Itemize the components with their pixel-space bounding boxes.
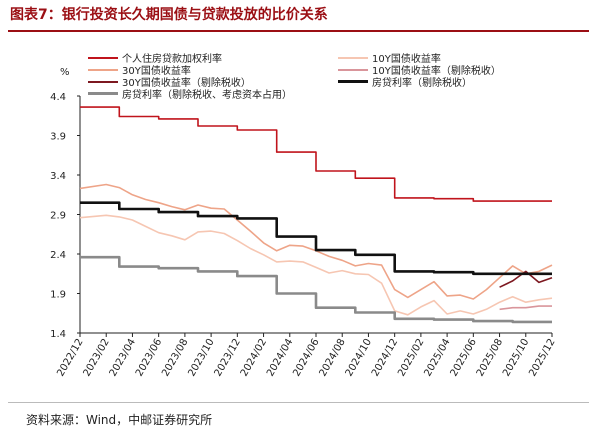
chart-title: 图表7：银行投资长久期国债与贷款投放的比价关系 (10, 7, 328, 23)
legend-swatch-4 (88, 80, 118, 83)
series-line-0 (80, 106, 552, 202)
legend-item-0: 个人住房贷款加权利率 (88, 50, 222, 65)
y-tick-label: 3.4 (50, 171, 66, 182)
line-chart: 4.43.93.42.92.41.91.42022/122023/022023/… (50, 92, 558, 378)
legend-item-1: 10Y国债收益率 (338, 50, 441, 65)
legend-item-3: 10Y国债收益率（剔除税收） (338, 62, 501, 77)
legend-item-5: 房贷利率（剔除税收） (338, 74, 472, 89)
legend-label-5: 房贷利率（剔除税收） (372, 78, 472, 89)
y-tick-label: 2.4 (50, 250, 66, 261)
series-line-1 (79, 214, 553, 316)
legend-label-3: 10Y国债收益率（剔除税收） (372, 66, 501, 77)
x-tick-label: 2025/12 (527, 337, 557, 378)
legend-item-2: 30Y国债收益率 (88, 62, 191, 77)
series-line-6 (80, 255, 552, 324)
footer-divider (8, 402, 589, 403)
y-axis-unit: % (60, 67, 70, 78)
legend-label-0: 个人住房贷款加权利率 (122, 54, 222, 65)
y-tick-label: 2.9 (50, 211, 66, 222)
source-note: 资料来源：Wind，中邮证券研究所 (26, 413, 213, 427)
legend-swatch-3 (338, 68, 368, 71)
y-tick-label: 1.4 (50, 329, 66, 340)
legend-swatch-0 (88, 56, 118, 59)
legend-swatch-2 (88, 68, 118, 71)
legend-swatch-1 (338, 56, 368, 59)
y-tick-label: 4.4 (50, 92, 66, 103)
title-divider (8, 30, 589, 32)
legend-label-4: 30Y国债收益率（剔除税收） (122, 78, 251, 89)
legend-label-1: 10Y国债收益率 (372, 54, 441, 65)
legend-swatch-6 (88, 92, 118, 95)
legend-item-6: 房贷利率（剔除税收、考虑资本占用） (88, 86, 292, 101)
legend-label-6: 房贷利率（剔除税收、考虑资本占用） (122, 90, 292, 101)
series-line-4 (499, 270, 553, 288)
y-tick-label: 3.9 (50, 132, 66, 143)
series-line-5 (80, 201, 552, 276)
series-line-3 (499, 305, 552, 311)
legend-swatch-5 (338, 80, 368, 83)
legend-label-2: 30Y国债收益率 (122, 66, 191, 77)
legend-item-4: 30Y国债收益率（剔除税收） (88, 74, 251, 89)
y-tick-label: 1.9 (50, 290, 66, 301)
series-line-2 (79, 183, 553, 300)
chart-legend: 个人住房贷款加权利率 10Y国债收益率 30Y国债收益率 10Y国债收益率（剔除… (88, 50, 558, 102)
